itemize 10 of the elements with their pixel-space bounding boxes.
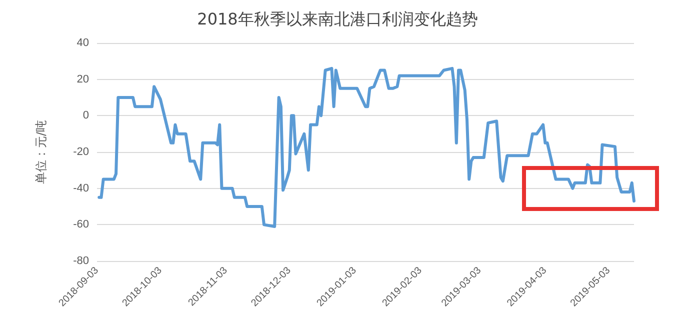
y-axis-title: 单位：元/吨 bbox=[34, 120, 48, 184]
y-tick-label: -60 bbox=[73, 218, 89, 231]
y-tick-label: 20 bbox=[76, 73, 89, 86]
y-tick-label: 0 bbox=[82, 110, 89, 122]
y-tick-label: 40 bbox=[76, 37, 89, 49]
line-series bbox=[98, 66, 636, 228]
chart-title: 2018年秋季以来南北港口利润变化趋势 bbox=[197, 10, 478, 28]
y-tick-label: -80 bbox=[73, 255, 89, 267]
y-tick-label: -20 bbox=[73, 146, 89, 158]
y-tick-label: -40 bbox=[73, 182, 89, 194]
